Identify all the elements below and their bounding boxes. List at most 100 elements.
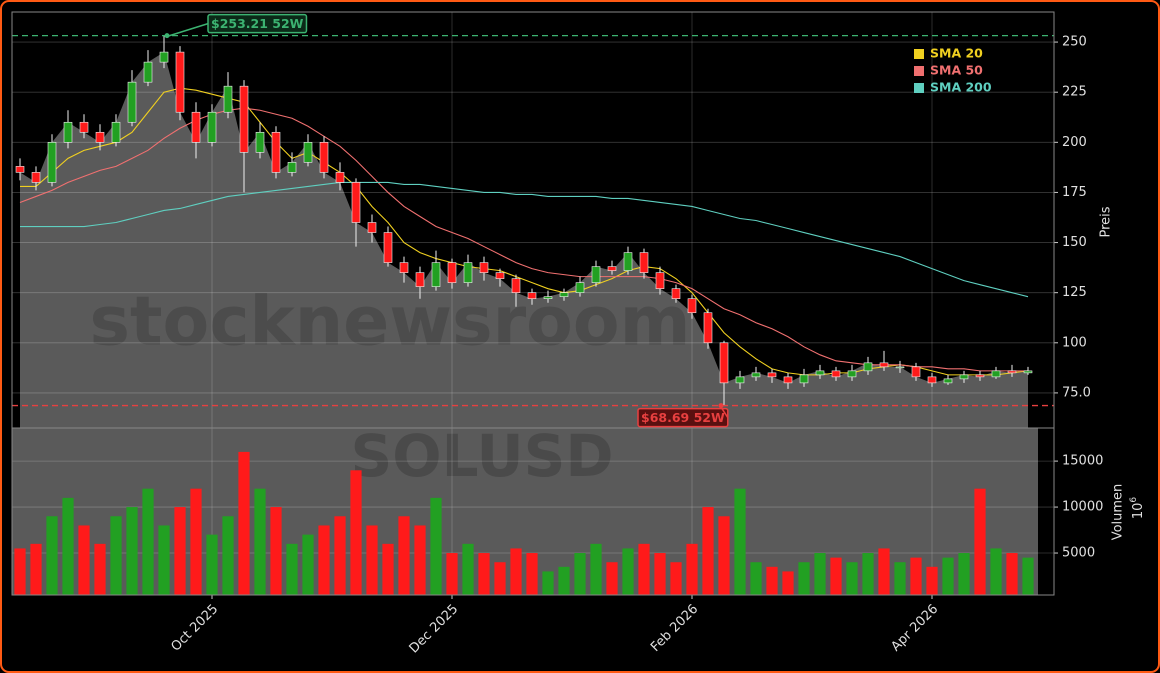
volume-bar [302, 534, 314, 595]
volume-bar [910, 557, 922, 595]
volume-bar [126, 507, 138, 595]
volume-axis-label: Volumen [1111, 484, 1126, 541]
candle-body [751, 372, 761, 378]
legend-swatch [914, 83, 924, 93]
annotation-label: $253.21 52W [211, 16, 304, 31]
candle-body [991, 370, 1001, 378]
candle-body [303, 142, 313, 163]
volume-bar [158, 525, 170, 595]
candle-body [463, 262, 473, 283]
y-tick-label: 10000 [1062, 500, 1103, 515]
volume-bar [574, 553, 586, 595]
candle-body [143, 61, 153, 83]
volume-bar [926, 566, 938, 595]
volume-bar [718, 516, 730, 595]
volume-bar [958, 553, 970, 595]
volume-bar [238, 451, 250, 595]
candle-body [479, 262, 489, 273]
candle-body [559, 292, 569, 297]
candle-body [655, 272, 665, 289]
volume-bar [942, 557, 954, 595]
candle-body [639, 252, 649, 273]
volume-bar [30, 543, 42, 595]
candle-body [911, 366, 921, 378]
volume-bar [382, 543, 394, 595]
candle-body [527, 292, 537, 299]
volume-bar [286, 543, 298, 595]
y-tick-label: 175 [1062, 185, 1087, 200]
volume-bar [334, 516, 346, 595]
legend-label: SMA 200 [930, 80, 992, 95]
y-tick-label: 15000 [1062, 454, 1103, 469]
volume-bar [622, 548, 634, 595]
candle-body [591, 266, 601, 283]
sma-line [20, 87, 1029, 376]
candle-body [895, 366, 905, 369]
candle-body [239, 85, 249, 153]
candle-body [943, 378, 953, 384]
annotation-box [207, 13, 308, 34]
candle-body [703, 312, 713, 344]
y-tick-label: 75.0 [1062, 385, 1091, 400]
volume-bar [526, 553, 538, 595]
candle-body [63, 121, 73, 143]
candle-body [879, 362, 889, 368]
volume-bar [542, 571, 554, 595]
candle-body [575, 282, 585, 293]
volume-bar [62, 497, 74, 595]
y-tick-label: 150 [1062, 235, 1087, 250]
volume-bar [446, 553, 458, 595]
volume-bar [14, 548, 26, 595]
volume-bar [478, 553, 490, 595]
volume-bar [510, 548, 522, 595]
candle-body [255, 131, 265, 153]
candle-body [159, 51, 169, 63]
candle-body [431, 262, 441, 287]
candle-body [319, 142, 329, 173]
volume-bar [1006, 553, 1018, 595]
volume-bar [814, 553, 826, 595]
volume-bar [430, 497, 442, 595]
candle-body [127, 81, 137, 123]
candle-body [671, 288, 681, 299]
candle-body [383, 232, 393, 263]
candle-body [767, 372, 777, 378]
candle-body [175, 51, 185, 113]
volume-bar [414, 525, 426, 595]
candle-body [399, 262, 409, 273]
volume-bar [846, 562, 858, 595]
volume-bar [782, 571, 794, 595]
legend-swatch [914, 49, 924, 59]
volume-bar [830, 557, 842, 595]
candle-body [959, 374, 969, 380]
candle-body [367, 222, 377, 233]
y-tick-label: 100 [1062, 335, 1087, 350]
volume-bar [190, 488, 202, 595]
volume-bar [702, 507, 714, 595]
volume-bar [734, 488, 746, 595]
legend-label: SMA 20 [930, 46, 983, 61]
volume-bar [686, 543, 698, 595]
volume-bar [638, 543, 650, 595]
candle-body [223, 85, 233, 113]
watermark-symbol: SOLUSD [351, 422, 614, 490]
candle-body [927, 376, 937, 384]
candle-body [863, 362, 873, 372]
candle-body [271, 131, 281, 173]
y-tick-label: 200 [1062, 135, 1087, 150]
candle-body [815, 370, 825, 376]
candle-body [447, 262, 457, 283]
volume-bar [494, 562, 506, 595]
annotation-label: $68.69 52W [641, 410, 725, 425]
volume-bar [974, 488, 986, 595]
volume-bar [766, 566, 778, 595]
volume-bar [366, 525, 378, 595]
candle-body [415, 272, 425, 287]
candle-body [15, 166, 25, 173]
annotation: $68.69 52W [637, 403, 729, 428]
legend-swatch [914, 66, 924, 76]
volume-bar [46, 516, 58, 595]
volume-bar [78, 525, 90, 595]
offset-base: 10 [1131, 503, 1146, 520]
